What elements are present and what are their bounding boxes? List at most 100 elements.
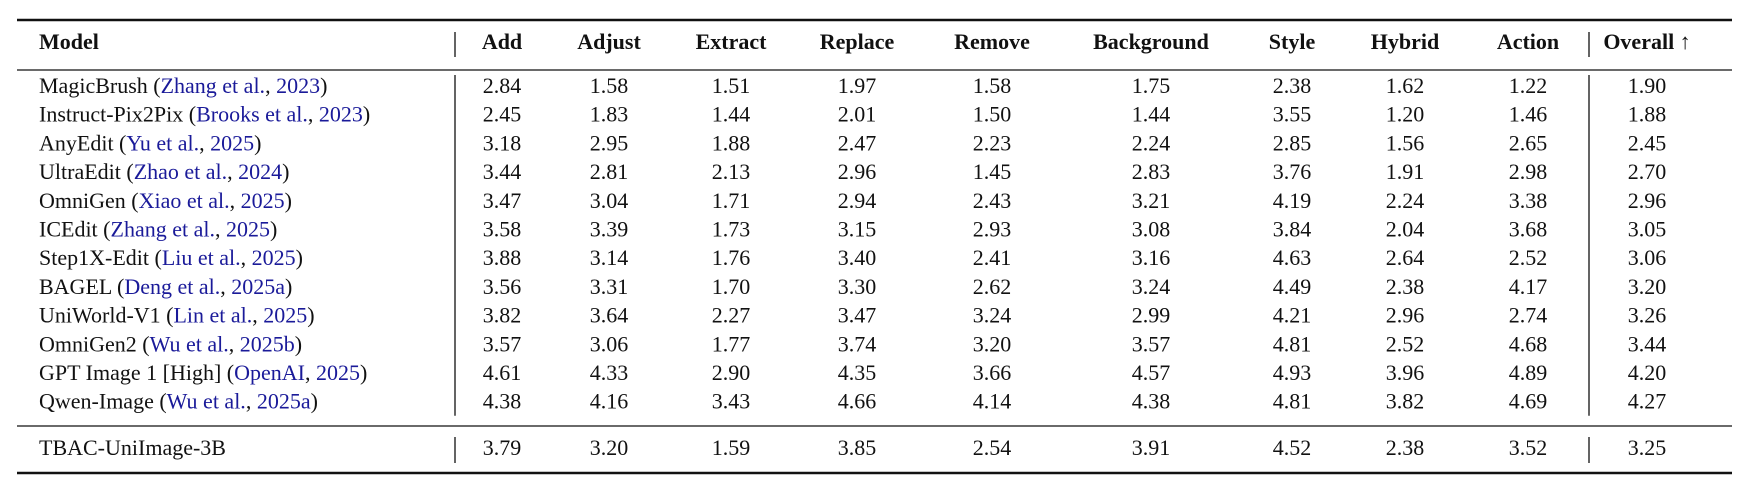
score: 4.27 (1628, 389, 1667, 414)
model-text: ) (307, 303, 314, 328)
citation: Yu et al. (126, 130, 199, 155)
model-text: , (229, 331, 240, 356)
score: 2.01 (838, 102, 877, 127)
citation: 2025a (257, 389, 311, 414)
score: 2.38 (1386, 274, 1425, 299)
score: 3.31 (590, 274, 629, 299)
score: 2.64 (1386, 245, 1425, 270)
score: 3.40 (838, 245, 877, 270)
score: 2.52 (1386, 331, 1425, 356)
score: 2.62 (973, 274, 1012, 299)
score: 2.23 (973, 130, 1012, 155)
model-text: , (305, 360, 316, 385)
score: 2.74 (1509, 303, 1548, 328)
score: 3.24 (973, 303, 1012, 328)
score: 2.96 (838, 159, 877, 184)
score: 2.96 (1386, 303, 1425, 328)
score: 3.57 (1132, 331, 1171, 356)
score: 3.38 (1509, 188, 1548, 213)
citation: 2025 (263, 303, 307, 328)
score: 3.56 (483, 274, 522, 299)
citation: 2025 (226, 217, 270, 242)
model-text: OmniGen ( (39, 188, 139, 213)
score: 1.58 (590, 73, 629, 98)
citation: 2023 (276, 73, 320, 98)
model-text: AnyEdit ( (39, 130, 126, 155)
score: 3.74 (838, 331, 877, 356)
score: 1.44 (712, 102, 751, 127)
score: 1.58 (973, 73, 1012, 98)
score: 4.89 (1509, 360, 1548, 385)
score: 2.52 (1509, 245, 1548, 270)
citation: Zhang et al. (111, 217, 215, 242)
citation: Zhao et al. (134, 159, 227, 184)
score: 3.08 (1132, 217, 1171, 242)
score: 3.47 (838, 303, 877, 328)
score: 3.04 (590, 188, 629, 213)
model-text: BAGEL ( (39, 274, 124, 299)
score: 2.96 (1628, 188, 1667, 213)
score: 2.70 (1628, 159, 1667, 184)
citation: Wu et al. (150, 331, 229, 356)
score: 4.35 (838, 360, 877, 385)
column-header: Extract (696, 29, 768, 54)
citation: 2025 (241, 188, 285, 213)
score: 2.13 (712, 159, 751, 184)
score: 2.47 (838, 130, 877, 155)
score: 4.63 (1273, 245, 1312, 270)
score: 4.61 (483, 360, 522, 385)
model-text: , (199, 130, 210, 155)
model-text: , (252, 303, 263, 328)
score: 4.66 (838, 389, 877, 414)
score: 3.88 (483, 245, 522, 270)
column-header: Style (1269, 29, 1316, 54)
score: 2.93 (973, 217, 1012, 242)
score: 2.54 (973, 435, 1012, 460)
score: 2.84 (483, 73, 522, 98)
score: 3.26 (1628, 303, 1667, 328)
score: 2.38 (1386, 435, 1425, 460)
score: 2.24 (1132, 130, 1171, 155)
model-text: , (230, 188, 241, 213)
score: 1.75 (1132, 73, 1171, 98)
model-text: TBAC-UniImage-3B (39, 435, 226, 460)
model-text: , (227, 159, 238, 184)
score: 3.14 (590, 245, 629, 270)
score: 3.84 (1273, 217, 1312, 242)
model-text: ) (295, 331, 302, 356)
score: 1.51 (712, 73, 751, 98)
column-header: Hybrid (1371, 29, 1439, 54)
score: 2.27 (712, 303, 751, 328)
score: 3.52 (1509, 435, 1548, 460)
model-text: , (265, 73, 276, 98)
score: 3.55 (1273, 102, 1312, 127)
score: 3.91 (1132, 435, 1171, 460)
model-text: ) (311, 389, 318, 414)
score: 4.81 (1273, 331, 1312, 356)
citation: 2025 (252, 245, 296, 270)
score: 3.25 (1628, 435, 1667, 460)
model-text: Step1X-Edit ( (39, 245, 162, 270)
citation: 2025a (231, 274, 285, 299)
score: 2.04 (1386, 217, 1425, 242)
score: 1.88 (712, 130, 751, 155)
score: 1.71 (712, 188, 751, 213)
score: 3.05 (1628, 217, 1667, 242)
model-text: ) (320, 73, 327, 98)
score: 1.44 (1132, 102, 1171, 127)
column-header: Add (482, 29, 522, 54)
score: 1.88 (1628, 102, 1667, 127)
model-name: MagicBrush (Zhang et al., 2023) (39, 73, 327, 98)
citation: Wu et al. (167, 389, 246, 414)
model-name: GPT Image 1 [High] (OpenAI, 2025) (39, 360, 367, 385)
column-header: Overall ↑ (1603, 29, 1690, 54)
score: 1.83 (590, 102, 629, 127)
citation: Liu et al. (162, 245, 241, 270)
score: 4.16 (590, 389, 629, 414)
score: 4.68 (1509, 331, 1548, 356)
citation: 2025 (316, 360, 360, 385)
model-text: ) (285, 188, 292, 213)
score: 3.30 (838, 274, 877, 299)
score: 3.21 (1132, 188, 1171, 213)
